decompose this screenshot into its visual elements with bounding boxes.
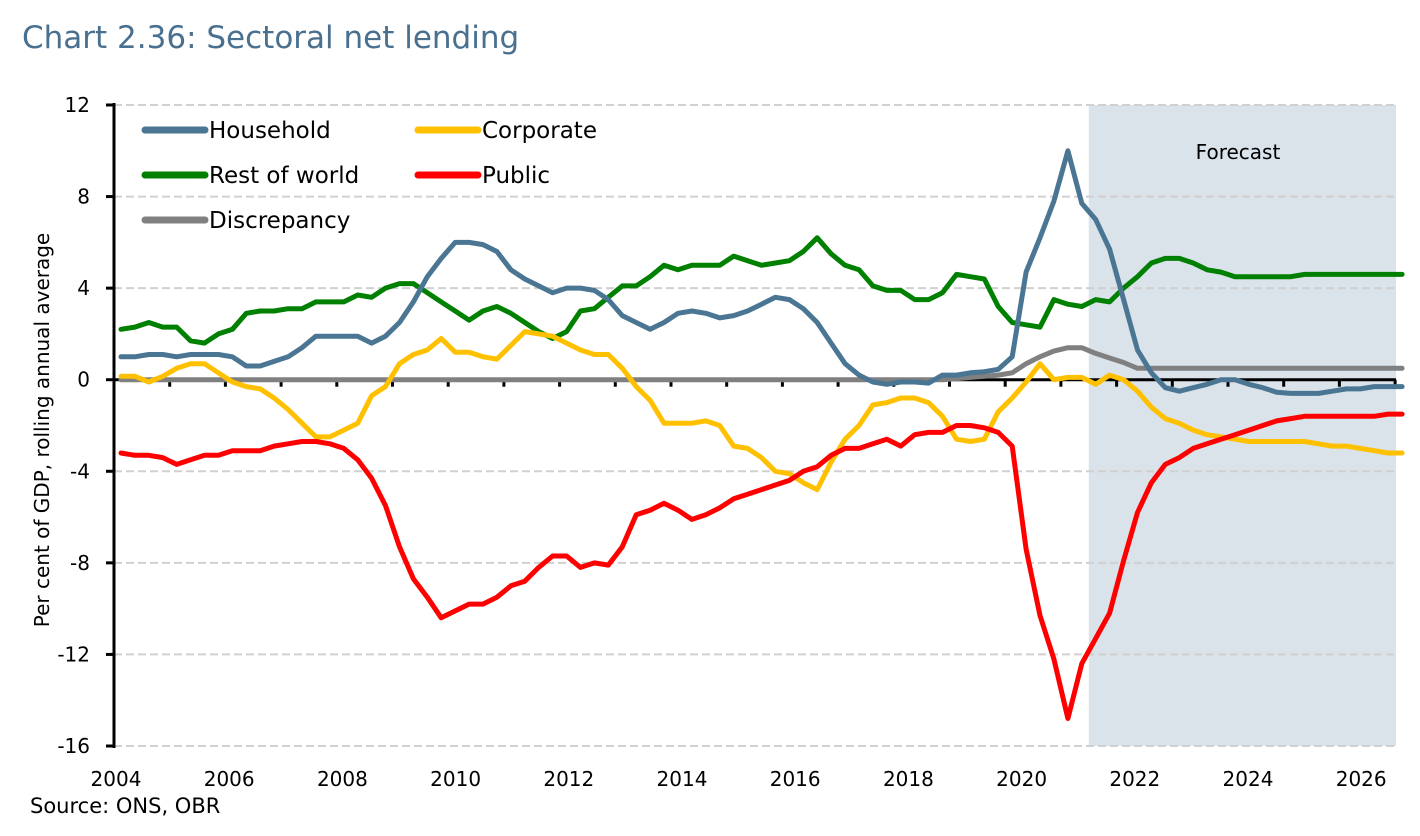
- y-tick-label: 4: [77, 276, 90, 300]
- series-line-corporate: [118, 329, 1405, 493]
- series-line-household: [118, 148, 1405, 396]
- y-tick-label: -8: [70, 551, 90, 575]
- forecast-label: Forecast: [1196, 140, 1281, 164]
- legend-label: Rest of world: [209, 163, 359, 189]
- x-tick-label: 2004: [91, 767, 142, 791]
- x-tick-label: 2026: [1336, 767, 1387, 791]
- series-line-public: [118, 411, 1405, 721]
- legend-label: Discrepancy: [209, 208, 350, 234]
- x-tick-label: 2008: [317, 767, 368, 791]
- legend-label: Household: [209, 118, 331, 144]
- x-tick-label: 2016: [770, 767, 821, 791]
- chart-title: Chart 2.36: Sectoral net lending: [22, 20, 520, 56]
- y-axis-label: Per cent of GDP, rolling annual average: [30, 233, 54, 627]
- series-line-rest-of-world: [118, 235, 1405, 346]
- x-tick-label: 2020: [996, 767, 1047, 791]
- y-tick-label: -16: [57, 734, 90, 758]
- x-tick-label: 2024: [1223, 767, 1274, 791]
- x-tick-label: 2012: [543, 767, 594, 791]
- legend-label: Public: [482, 163, 550, 189]
- legend-label: Corporate: [482, 118, 597, 144]
- series-line-discrepancy: [118, 345, 1405, 383]
- x-tick-label: 2022: [1109, 767, 1160, 791]
- y-tick-label: 8: [77, 185, 90, 209]
- y-tick-label: 0: [77, 368, 90, 392]
- y-tick-label: -4: [70, 459, 90, 483]
- y-tick-label: -12: [57, 642, 90, 666]
- y-tick-label: 12: [65, 93, 90, 117]
- x-tick-label: 2006: [204, 767, 255, 791]
- source-note: Source: ONS, OBR: [30, 794, 221, 818]
- x-tick-label: 2010: [430, 767, 481, 791]
- forecast-shading: [1088, 105, 1396, 746]
- x-tick-label: 2014: [657, 767, 708, 791]
- x-tick-label: 2018: [883, 767, 934, 791]
